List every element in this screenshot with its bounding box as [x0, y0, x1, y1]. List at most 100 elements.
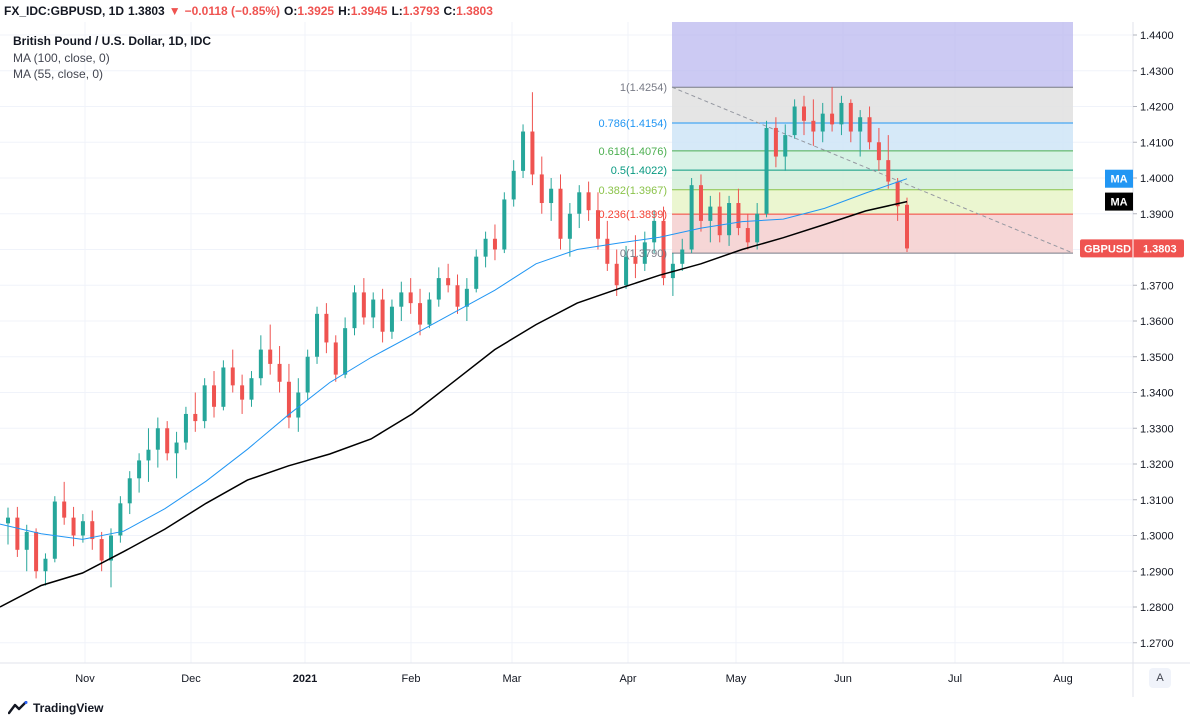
fibonacci-retracement[interactable] — [671, 22, 1074, 254]
last-price-symbol: GBPUSD — [1084, 243, 1131, 255]
last-price-value: 1.3803 — [1143, 243, 1177, 255]
last-price-tag — [1080, 239, 1184, 258]
candle-body — [380, 299, 385, 332]
tradingview-logo-icon — [8, 701, 28, 715]
candle-body — [727, 203, 732, 236]
candle-body — [521, 131, 526, 171]
legend-title[interactable]: British Pound / U.S. Dollar, 1D, IDC — [13, 34, 212, 48]
candle-body — [99, 539, 104, 561]
candle-body — [183, 413, 188, 443]
candle-body — [155, 428, 160, 450]
price-tick-label: 1.3100 — [1140, 495, 1174, 507]
fib-level-label: 1(1.4254) — [620, 82, 667, 94]
candle-body — [745, 228, 750, 243]
candle-body — [408, 292, 413, 304]
price-tick-label: 1.3400 — [1140, 388, 1174, 400]
symbol-name[interactable]: FX_IDC:GBPUSD, 1D — [4, 4, 125, 18]
price-tick-label: 1.3000 — [1140, 531, 1174, 543]
candle-body — [633, 256, 638, 264]
candle-body — [62, 501, 67, 518]
candle-body — [268, 349, 273, 364]
candle-body — [127, 478, 132, 504]
candle-body — [773, 127, 778, 157]
candle-body — [539, 174, 544, 204]
candle-body — [446, 278, 451, 286]
candle-body — [755, 213, 760, 243]
fib-zone — [672, 150, 1073, 171]
candle-body — [249, 378, 254, 400]
candle-body — [221, 367, 226, 407]
candle-body — [848, 102, 853, 132]
candle-body — [193, 413, 198, 422]
price-tick-label: 1.3900 — [1140, 209, 1174, 221]
ma55-tag-label: MA — [1110, 174, 1127, 186]
time-tick-label: 2021 — [293, 673, 317, 685]
fibonacci-labels: 1(1.4254) 0.786(1.4154) 0.618(1.4076) 0.5(1… — [599, 82, 668, 260]
fib-zone — [672, 87, 1073, 123]
candle-body — [736, 203, 741, 229]
price-tick-label: 1.3500 — [1140, 352, 1174, 364]
ma100-tag-label: MA — [1110, 197, 1127, 209]
candle-body — [15, 517, 20, 550]
brand-name[interactable]: TradingView — [33, 701, 104, 715]
candle-body — [436, 278, 441, 300]
candle-body — [343, 328, 348, 375]
candle-body — [642, 242, 647, 264]
candle-body — [6, 517, 10, 524]
time-tick-label: Aug — [1053, 673, 1073, 685]
candle-body — [324, 313, 329, 343]
time-tick-label: Nov — [75, 673, 95, 685]
candle-body — [71, 517, 76, 536]
candle-body — [230, 367, 235, 386]
candle-body — [792, 106, 797, 136]
time-tick-label: Mar — [503, 673, 522, 685]
price-tick-label: 1.3700 — [1140, 280, 1174, 292]
price-tick-label: 1.2700 — [1140, 638, 1174, 650]
legend-ma55[interactable]: MA (55, close, 0) — [13, 67, 104, 81]
candle-body — [352, 292, 357, 329]
candle-body — [689, 185, 694, 250]
candle-body — [558, 188, 563, 239]
candle-body — [811, 120, 816, 132]
auto-scale-button[interactable]: A — [1149, 668, 1171, 688]
candle-body — [595, 210, 600, 239]
candle-body — [680, 249, 685, 264]
ma100-line — [0, 200, 908, 608]
fib-zone-extension — [672, 22, 1073, 88]
candle-body — [905, 204, 909, 249]
candlestick-series — [6, 87, 909, 588]
time-axis[interactable]: Nov Dec 2021 Feb Mar Apr May Jun Jul Aug — [75, 673, 1073, 685]
candle-body — [820, 113, 825, 132]
candle-body — [698, 185, 703, 221]
fib-zone — [672, 170, 1073, 190]
fib-zone — [672, 122, 1073, 151]
open-value: 1.3925 — [297, 4, 335, 18]
candle-body — [614, 263, 619, 286]
price-tags: MA MA GBPUSD 1.3803 — [1080, 169, 1184, 258]
candle-body — [146, 449, 151, 461]
ma55-price-tag — [1105, 169, 1133, 188]
candle-body — [567, 213, 572, 239]
price-tick-label: 1.2900 — [1140, 566, 1174, 578]
down-arrow-icon: ▼ — [168, 4, 181, 18]
legend-ma100[interactable]: MA (100, close, 0) — [13, 50, 110, 65]
candle-body — [418, 303, 423, 325]
candle-body — [165, 428, 170, 454]
candle-body — [464, 288, 469, 307]
candle-body — [24, 531, 29, 550]
price-axis[interactable]: 1.4400 1.4300 1.4200 1.4100 1.4000 1.3900 1.38… — [0, 22, 1190, 697]
chart-legend: British Pound / U.S. Dollar, 1D, IDC MA … — [13, 33, 211, 83]
candle-body — [43, 558, 48, 572]
price-tick-label: 1.3200 — [1140, 459, 1174, 471]
time-tick-label: Feb — [402, 673, 421, 685]
candle-body — [708, 206, 713, 221]
candle-body — [830, 113, 835, 125]
candle-body — [258, 349, 263, 379]
candle-body — [839, 102, 844, 125]
fib-level-label: 0(1.3790) — [620, 248, 667, 260]
candle-body — [783, 135, 788, 157]
candle-body — [90, 521, 95, 540]
fib-level-label: 0.618(1.4076) — [599, 146, 668, 158]
candle-body — [137, 460, 142, 479]
